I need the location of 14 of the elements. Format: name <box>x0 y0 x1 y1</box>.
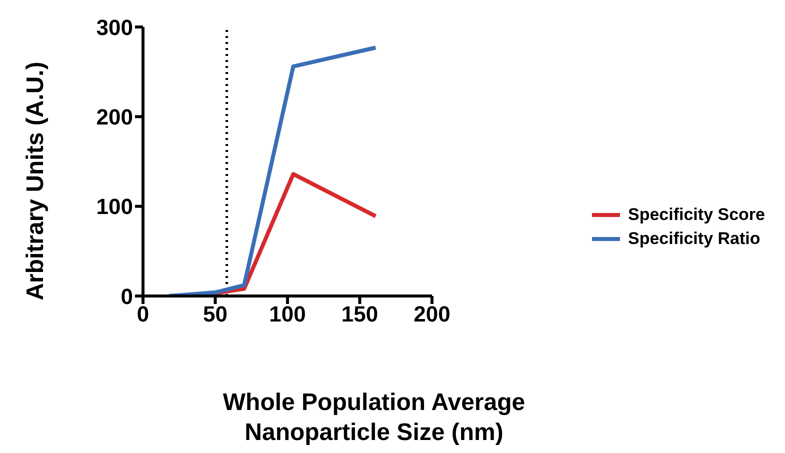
legend-label: Specificity Ratio <box>628 228 760 250</box>
y-tick-label: 300 <box>96 14 133 40</box>
y-tick-label: 200 <box>96 104 133 130</box>
x-tick-label: 100 <box>269 302 306 327</box>
y-tick-label: 0 <box>120 284 133 309</box>
line-series <box>167 46 378 296</box>
legend-label: Specificity Score <box>628 204 765 226</box>
y-axis-title: Arbitrary Units (A.U.) <box>22 60 50 302</box>
x-tick-label: 0 <box>136 302 150 327</box>
y-tick-label: 100 <box>96 194 133 220</box>
x-axis-title: Whole Population Average Nanoparticle Size (nm) <box>222 388 526 448</box>
x-tick-label: 50 <box>203 302 228 327</box>
x-tick-label: 200 <box>414 302 450 327</box>
x-tick-label: 150 <box>341 302 378 327</box>
